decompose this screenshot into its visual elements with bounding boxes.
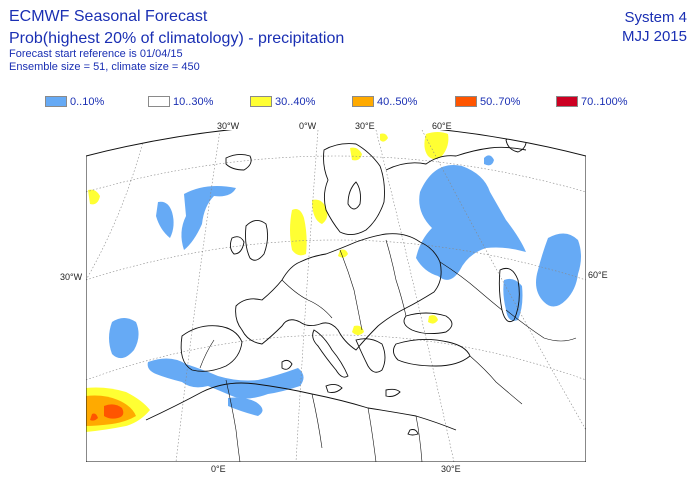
map-frame xyxy=(86,130,586,462)
legend: 0..10% 10..30% 30..40% 40..50% 50..70% 7… xyxy=(0,95,697,109)
legend-swatch xyxy=(45,96,67,107)
legend-label: 30..40% xyxy=(275,96,316,108)
coastlines xyxy=(145,134,577,462)
graticule-label-top: 0°W xyxy=(299,121,317,131)
legend-label: 50..70% xyxy=(480,96,521,108)
graticule-label-bottom: 0°E xyxy=(211,464,226,474)
legend-label: 40..50% xyxy=(377,96,418,108)
graticule-label-top: 30°E xyxy=(355,121,375,131)
system-label: System 4 xyxy=(624,9,687,26)
legend-label: 70..100% xyxy=(581,96,628,108)
graticule-label-right: 60°E xyxy=(588,270,608,280)
forecast-start: Forecast start reference is 01/04/15 xyxy=(9,48,183,60)
legend-swatch xyxy=(250,96,272,107)
graticule-label-top: 60°E xyxy=(432,121,452,131)
forecast-map xyxy=(86,130,586,462)
graticule-label-bottom: 30°E xyxy=(441,464,461,474)
legend-swatch xyxy=(148,96,170,107)
ensemble-size: Ensemble size = 51, climate size = 450 xyxy=(9,61,200,73)
period-label: MJJ 2015 xyxy=(621,28,687,45)
legend-label: 10..30% xyxy=(173,96,214,108)
legend-label: 0..10% xyxy=(70,96,105,108)
map-canvas xyxy=(86,130,586,462)
very-high-probability-areas xyxy=(90,404,124,421)
graticule-label-left: 30°W xyxy=(60,272,83,282)
subtitle: Prob(highest 20% of climatology) - preci… xyxy=(9,30,345,47)
graticule-label-top: 30°W xyxy=(217,121,240,131)
graticule xyxy=(86,130,586,462)
legend-swatch xyxy=(455,96,477,107)
legend-swatch xyxy=(352,96,374,107)
title: ECMWF Seasonal Forecast xyxy=(9,8,208,25)
low-probability-areas xyxy=(109,155,581,416)
legend-swatch xyxy=(556,96,578,107)
